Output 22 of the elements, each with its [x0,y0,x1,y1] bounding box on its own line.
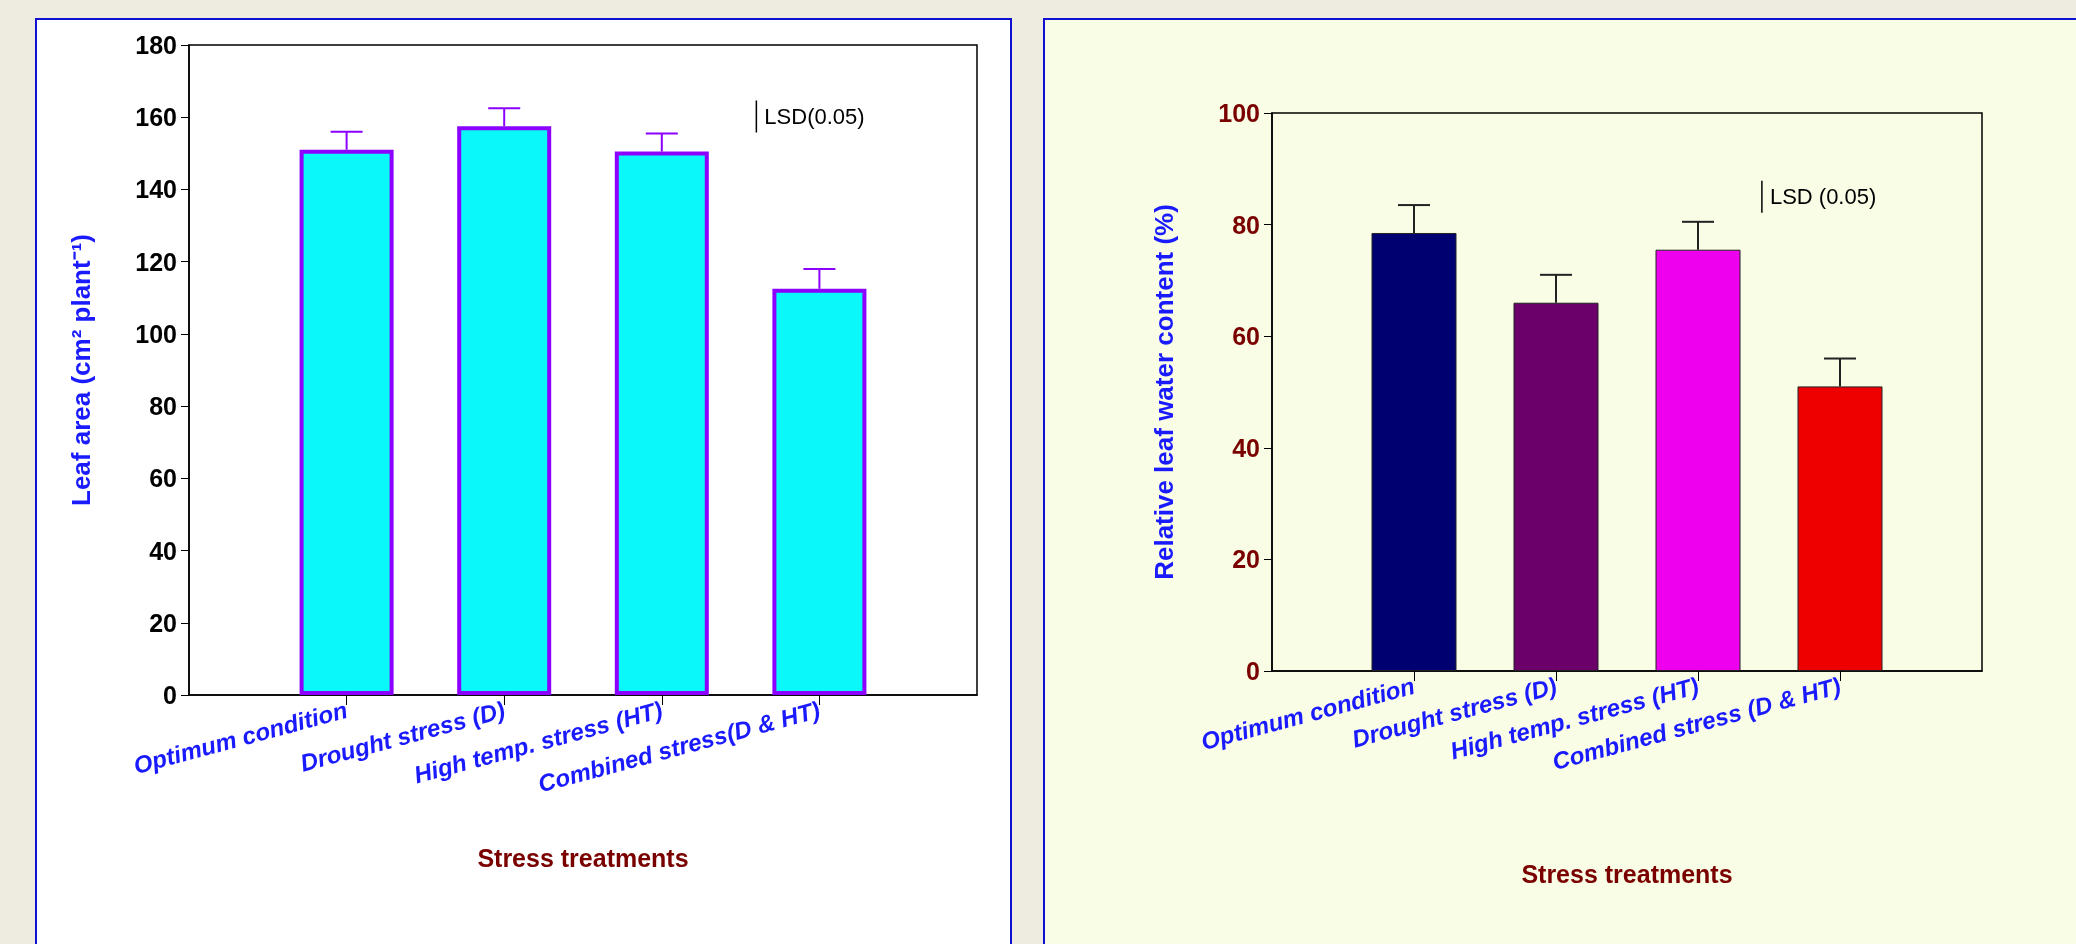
annotation: LSD (0.05) [1769,184,1877,210]
y-tick-label: 180 [135,31,177,59]
y-tick-label: 60 [1232,322,1260,351]
y-tick-label: 100 [1218,99,1260,127]
y-tick-label: 160 [135,103,177,132]
x-axis-title: Stress treatments [1521,859,1733,888]
y-axis-title: Relative leaf water content (%) [1149,204,1179,580]
x-axis-title: Stress treatments [477,843,689,872]
y-tick-label: 80 [149,392,177,421]
y-tick-label: 120 [135,247,177,276]
y-axis-title: Leaf area (cm² plant⁻¹) [66,234,96,506]
y-tick-label: 40 [149,536,177,565]
annotation: LSD(0.05) [764,104,865,129]
y-tick-label: 140 [135,175,177,204]
y-tick-label: 0 [1246,657,1260,685]
y-tick-label: 20 [149,608,177,637]
y-tick-label: 40 [1232,433,1260,462]
y-tick-label: 20 [1232,545,1260,574]
y-tick-label: 0 [163,681,177,709]
y-tick-label: 60 [149,464,177,493]
y-tick-label: 80 [1232,210,1260,239]
y-tick-label: 100 [135,319,177,348]
